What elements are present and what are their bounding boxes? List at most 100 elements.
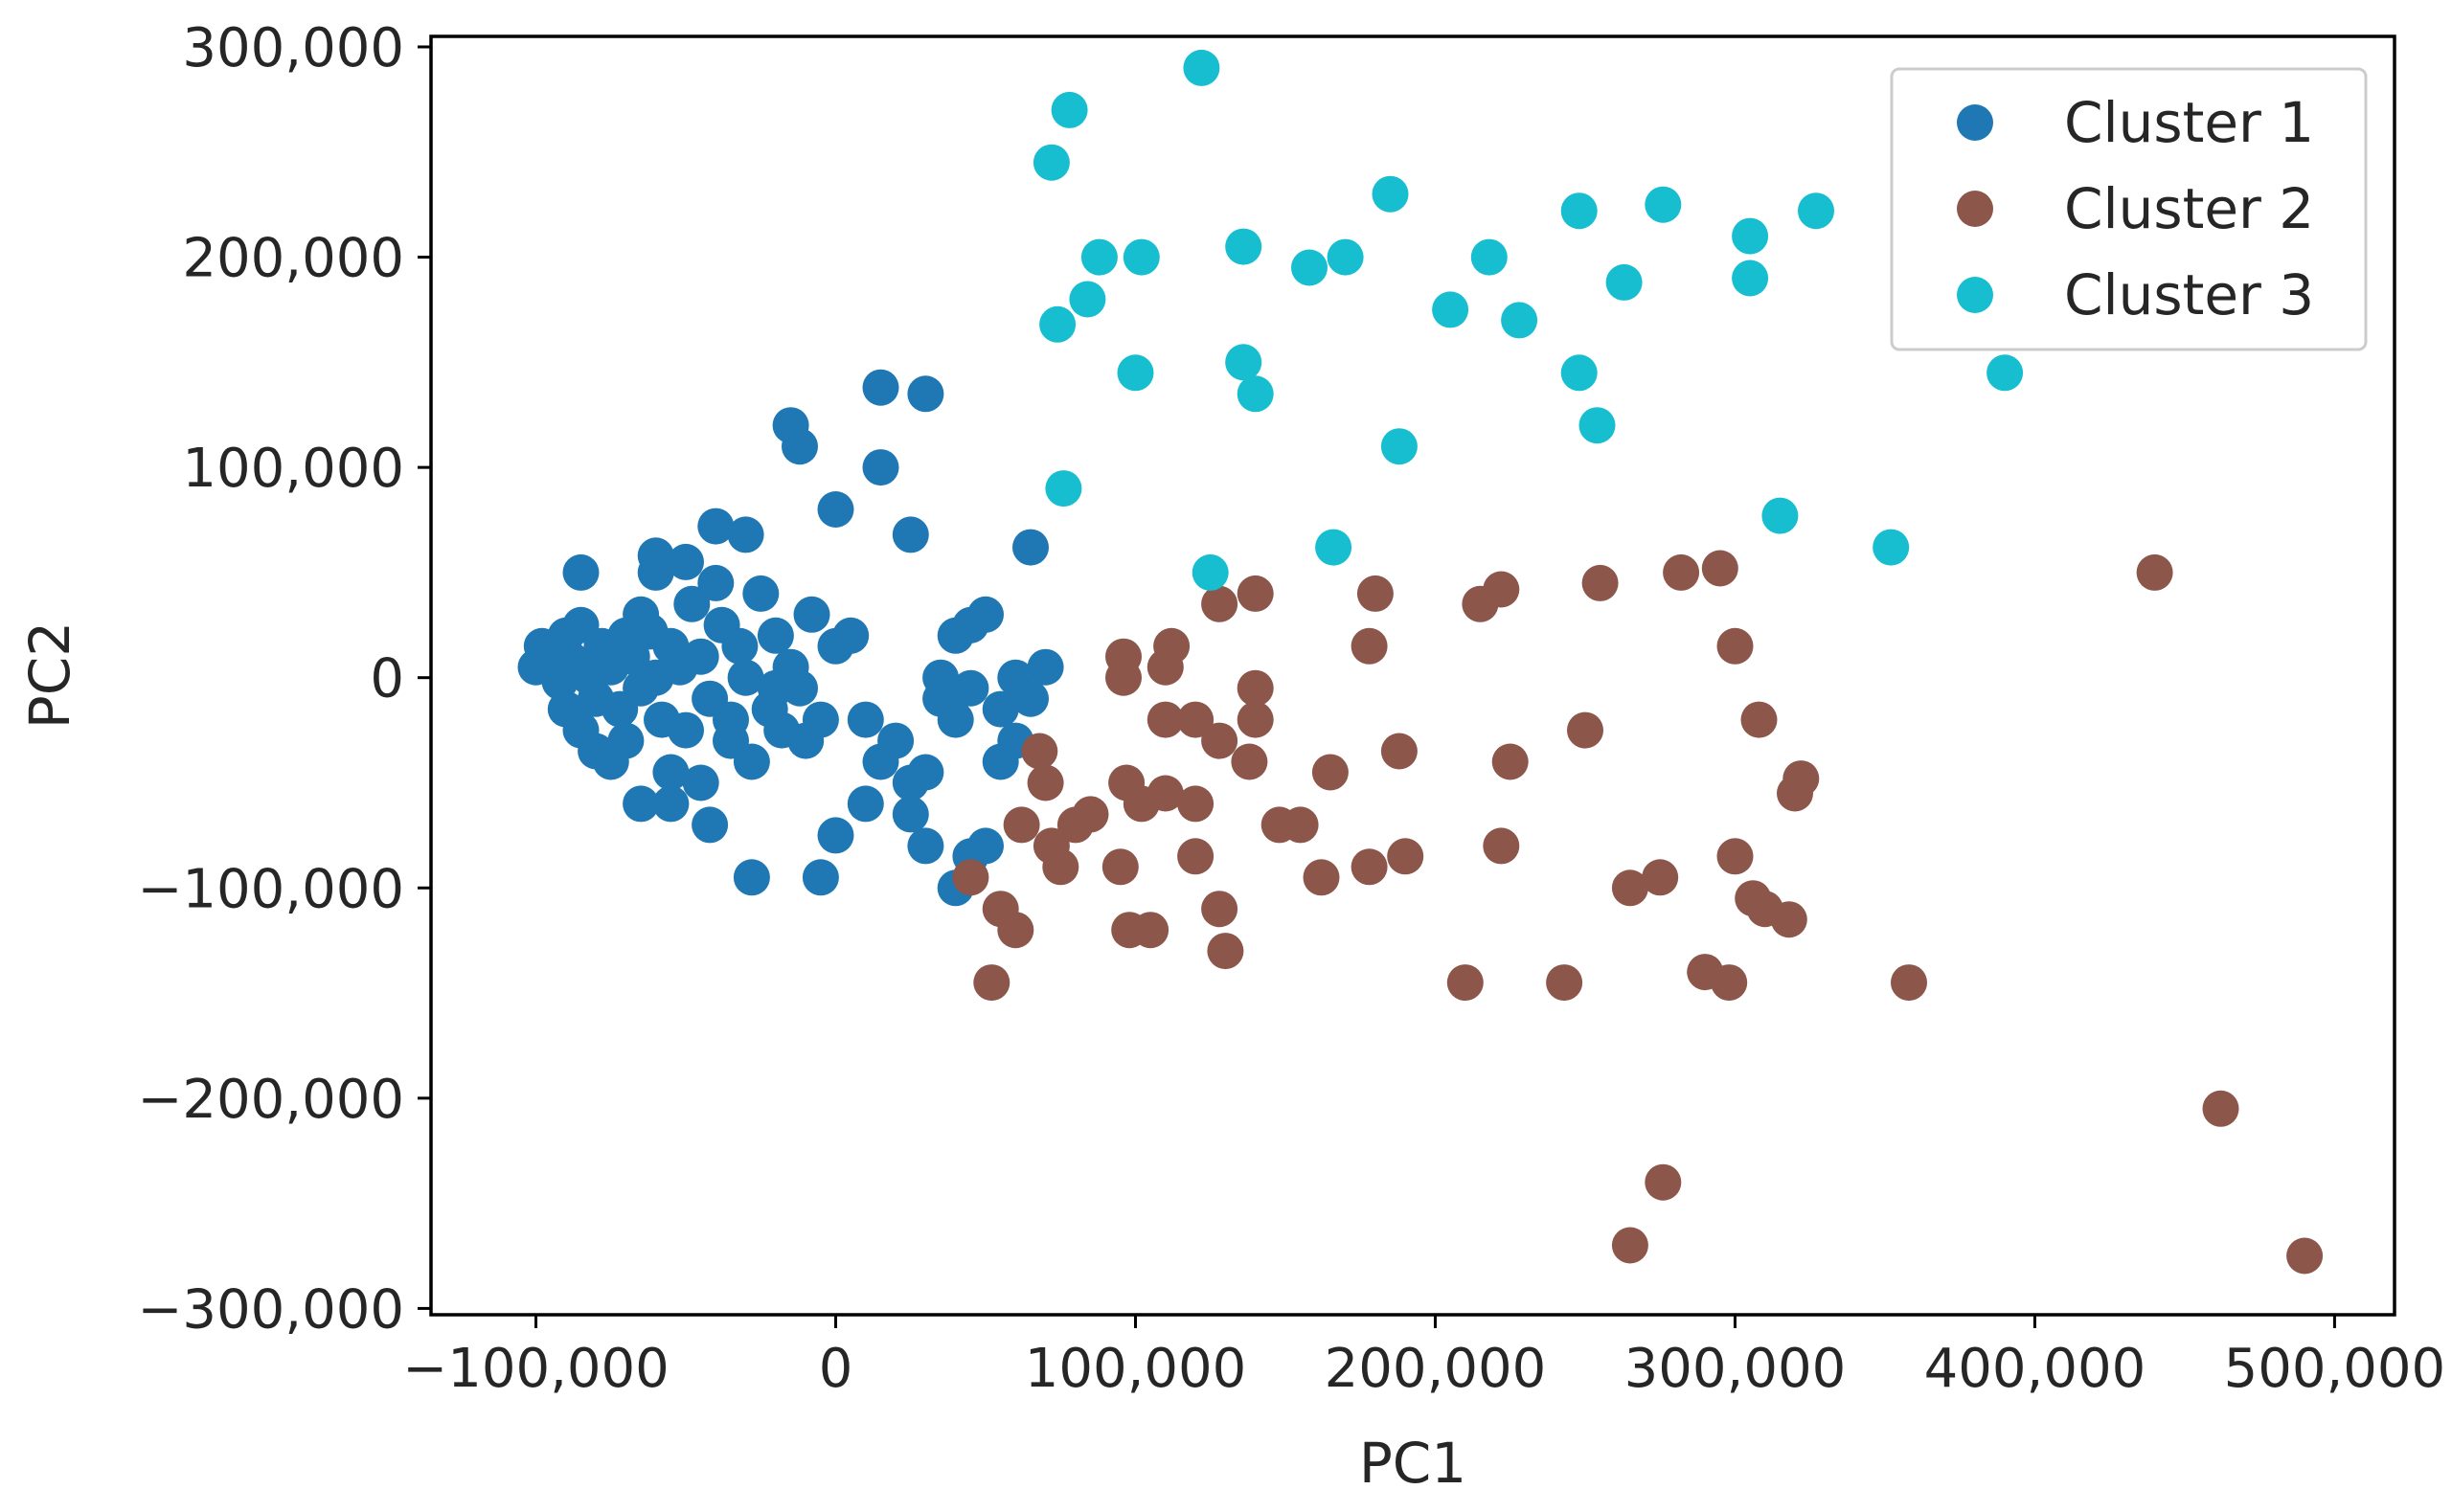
cluster-3-point-16 bbox=[1501, 302, 1538, 339]
cluster-1-point-52 bbox=[697, 508, 735, 545]
cluster-2-point-38 bbox=[1380, 733, 1418, 770]
x-tick-label-5: 400,000 bbox=[1924, 1338, 2146, 1400]
cluster-2-point-52 bbox=[1716, 627, 1754, 665]
cluster-1-point-56 bbox=[862, 369, 899, 406]
cluster-1-point-48 bbox=[668, 543, 704, 580]
cluster-2-point-65 bbox=[2286, 1237, 2324, 1275]
cluster-1-point-73 bbox=[967, 827, 1004, 865]
cluster-2-point-6 bbox=[1237, 669, 1274, 707]
cluster-2-point-42 bbox=[1491, 743, 1529, 780]
x-tick-label-2: 100,000 bbox=[1025, 1338, 1247, 1400]
cluster-1-point-61 bbox=[1012, 529, 1049, 566]
cluster-2-point-53 bbox=[1716, 838, 1754, 875]
cluster-1-point-70 bbox=[907, 827, 944, 865]
cluster-1-point-90 bbox=[1012, 680, 1049, 717]
cluster-2-point-17 bbox=[1101, 848, 1139, 886]
cluster-1-point-45 bbox=[623, 596, 660, 633]
cluster-1-point-59 bbox=[817, 491, 854, 528]
x-tick-label-1: 0 bbox=[819, 1338, 853, 1400]
cluster-3-point-1 bbox=[1051, 91, 1088, 128]
cluster-3-point-0 bbox=[1183, 49, 1220, 86]
cluster-2-point-51 bbox=[1701, 550, 1738, 587]
cluster-1-point-27 bbox=[721, 627, 759, 665]
cluster-1-point-84 bbox=[937, 701, 974, 738]
cluster-1-point-37 bbox=[793, 596, 830, 633]
cluster-2-point-7 bbox=[1237, 701, 1274, 738]
cluster-3-point-29 bbox=[1192, 553, 1229, 591]
cluster-1-point-44 bbox=[607, 722, 645, 759]
cluster-3-point-30 bbox=[1761, 497, 1799, 534]
y-tick-label-2: −100,000 bbox=[138, 858, 405, 920]
cluster-2-point-34 bbox=[1303, 859, 1340, 896]
legend-label-cluster-2: Cluster 2 bbox=[2064, 176, 2314, 241]
cluster-3-point-10 bbox=[1237, 375, 1274, 413]
cluster-3-point-19 bbox=[1578, 407, 1616, 444]
cluster-2-point-47 bbox=[1581, 564, 1619, 601]
cluster-2-point-27 bbox=[952, 859, 989, 896]
cluster-1-point-21 bbox=[673, 585, 711, 622]
cluster-3-point-3 bbox=[1080, 238, 1118, 276]
cluster-1-point-38 bbox=[802, 701, 839, 738]
cluster-2-point-30 bbox=[973, 964, 1010, 1002]
cluster-2-point-63 bbox=[2136, 553, 2173, 591]
cluster-1-point-50 bbox=[562, 553, 600, 591]
cluster-3-point-24 bbox=[1798, 192, 1834, 230]
cluster-1-point-82 bbox=[967, 596, 1004, 633]
cluster-1-point-85 bbox=[952, 669, 989, 707]
cluster-1-point-74 bbox=[847, 701, 884, 738]
cluster-3-point-15 bbox=[1470, 238, 1508, 276]
legend-marker-cluster-1 bbox=[1957, 104, 1993, 141]
y-tick-label-4: 100,000 bbox=[182, 438, 404, 500]
cluster-2-point-31 bbox=[1231, 743, 1268, 780]
cluster-1-point-65 bbox=[733, 859, 770, 896]
cluster-2-point-12 bbox=[1003, 806, 1040, 844]
cluster-2-point-59 bbox=[1782, 760, 1820, 798]
cluster-3-point-18 bbox=[1560, 354, 1598, 392]
cluster-2-point-64 bbox=[2202, 1090, 2239, 1127]
cluster-2-point-1 bbox=[1105, 659, 1142, 696]
cluster-1-point-47 bbox=[652, 754, 690, 791]
cluster-1-point-51 bbox=[637, 537, 674, 575]
cluster-1-point-94 bbox=[757, 669, 794, 707]
cluster-2-point-20 bbox=[1147, 775, 1184, 812]
legend-label-cluster-3: Cluster 3 bbox=[2064, 262, 2314, 327]
cluster-2-point-68 bbox=[1201, 722, 1238, 759]
y-tick-label-1: −200,000 bbox=[138, 1069, 405, 1131]
cluster-3-point-23 bbox=[1732, 260, 1769, 297]
cluster-2-point-33 bbox=[1311, 754, 1349, 791]
cluster-1-point-66 bbox=[802, 859, 839, 896]
cluster-1-point-22 bbox=[682, 638, 719, 675]
cluster-2-point-62 bbox=[1891, 964, 1927, 1002]
cluster-1-point-67 bbox=[817, 817, 854, 854]
x-tick-label-3: 200,000 bbox=[1325, 1338, 1547, 1400]
data-points-layer bbox=[517, 49, 2324, 1275]
legend-marker-cluster-3 bbox=[1957, 277, 1993, 313]
cluster-2-point-57 bbox=[1770, 901, 1807, 938]
cluster-2-point-41 bbox=[1483, 571, 1520, 608]
cluster-2-point-3 bbox=[1147, 648, 1184, 686]
cluster-2-point-39 bbox=[1387, 838, 1424, 875]
cluster-2-point-23 bbox=[1201, 891, 1238, 928]
cluster-2-point-14 bbox=[1042, 848, 1079, 886]
cluster-3-point-13 bbox=[1372, 175, 1409, 213]
cluster-3-point-31 bbox=[1873, 529, 1910, 566]
cluster-3-point-8 bbox=[1225, 228, 1262, 265]
cluster-3-point-9 bbox=[1225, 344, 1262, 381]
cluster-3-point-25 bbox=[1987, 354, 2024, 392]
cluster-1-point-24 bbox=[697, 564, 735, 601]
cluster-2-point-43 bbox=[1483, 827, 1520, 865]
cluster-3-point-2 bbox=[1033, 144, 1070, 181]
cluster-2-point-8 bbox=[1177, 701, 1215, 738]
cluster-1-point-63 bbox=[652, 785, 690, 823]
cluster-1-point-78 bbox=[907, 754, 944, 791]
cluster-2-point-67 bbox=[1611, 1227, 1648, 1264]
cluster-2-point-50 bbox=[1663, 553, 1700, 591]
cluster-2-point-10 bbox=[1021, 733, 1058, 770]
cluster-1-point-93 bbox=[713, 701, 749, 738]
x-tick-label-0: −100,000 bbox=[402, 1338, 670, 1400]
cluster-2-point-35 bbox=[1351, 627, 1388, 665]
cluster-2-point-66 bbox=[1645, 1163, 1682, 1201]
cluster-3-point-21 bbox=[1645, 186, 1682, 223]
cluster-1-point-28 bbox=[727, 659, 764, 696]
